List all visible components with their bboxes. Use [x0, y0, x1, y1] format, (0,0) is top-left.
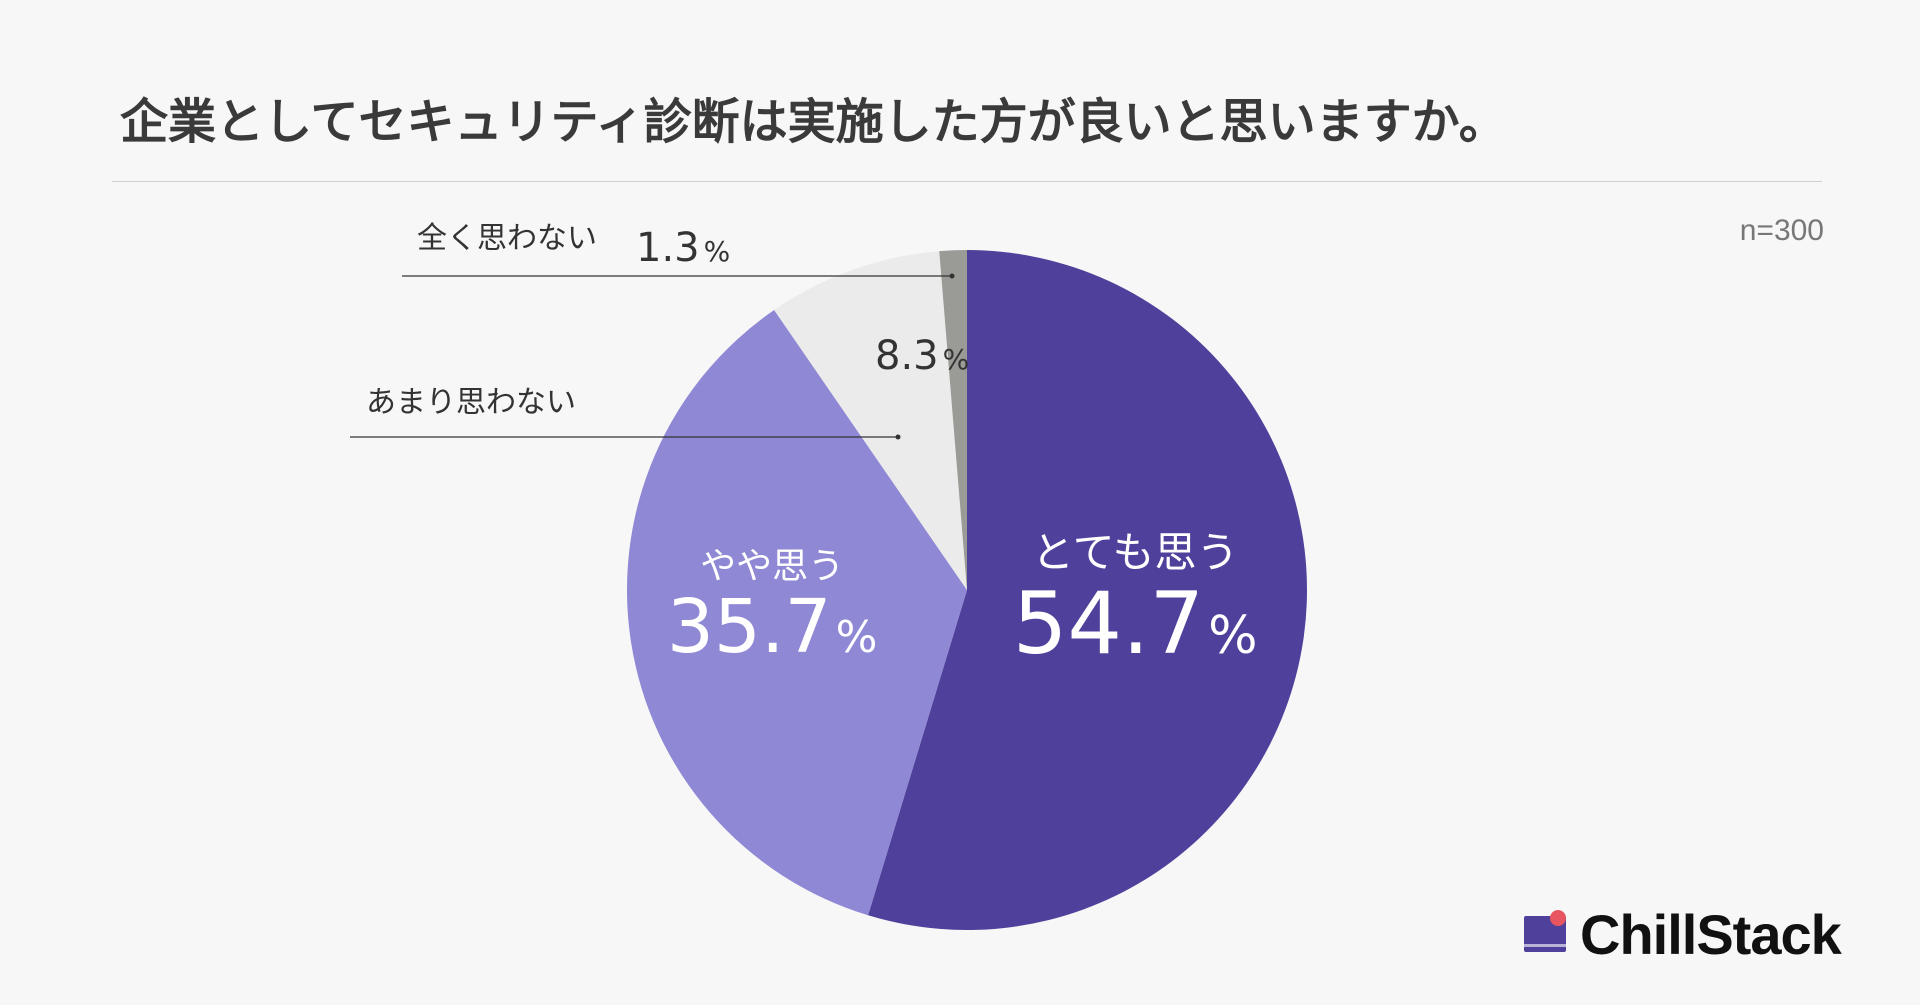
pie-slice-very-much [868, 250, 1307, 930]
pie-slice-somewhat [627, 309, 967, 916]
sample-size: n=300 [1739, 214, 1824, 247]
title-divider [112, 181, 1822, 182]
slice-value-very-much: 54.7% [1013, 574, 1258, 674]
slice-label-very-much: とても思う [1032, 528, 1239, 577]
slice-value-somewhat: 35.7% [667, 584, 878, 670]
slice-value-not-at-all: 1.3% [636, 225, 730, 271]
slice-label-somewhat: やや思う [700, 546, 844, 587]
logo-mark-icon [1524, 910, 1566, 952]
slice-label-not-at-all: 全く思わない [417, 221, 597, 256]
logo-text: ChillStack [1580, 903, 1842, 966]
pie-slice-not-much [774, 251, 967, 590]
leader-dot-not-at-all [949, 273, 955, 279]
chart-title: 企業としてセキュリティ診断は実施した方が良いと思いますか。 [120, 94, 1507, 150]
slice-value-not-much: 8.3% [875, 333, 969, 379]
pie-slice-not-at-all [939, 250, 967, 590]
leader-dot-not-much [895, 434, 901, 440]
slice-label-not-much: あまり思わない [366, 385, 576, 420]
